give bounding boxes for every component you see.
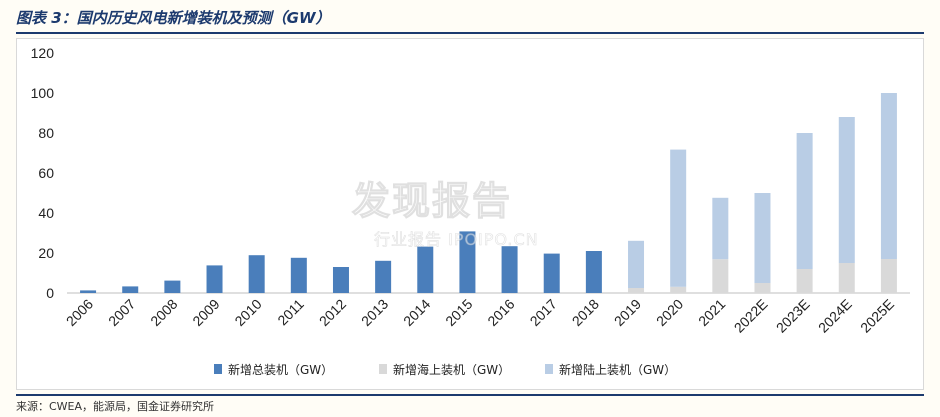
bar-offshore [628, 288, 645, 293]
x-tick-label: 2025E [857, 296, 897, 336]
bar-total [206, 265, 223, 293]
bar-offshore [838, 263, 855, 293]
bar-total [122, 286, 139, 293]
x-tick-label: 2018 [569, 296, 602, 329]
legend-label-onshore: 新增陆上装机（GW） [559, 362, 677, 377]
chart-legend: 新增总装机（GW） 新增海上装机（GW） 新增陆上装机（GW） [17, 357, 923, 381]
bar-total [585, 251, 602, 293]
bar-total [501, 246, 518, 293]
title-divider [16, 32, 924, 34]
y-tick-label: 120 [31, 45, 55, 61]
x-tick-label: 2011 [274, 296, 307, 329]
bar-total [459, 231, 476, 293]
bar-total [543, 253, 560, 293]
x-tick-label: 2016 [484, 296, 517, 329]
x-tick-label: 2014 [400, 296, 433, 329]
x-tick-label: 2017 [527, 296, 560, 329]
x-tick-label: 2013 [358, 296, 391, 329]
bar-onshore [796, 133, 813, 269]
x-tick-label: 2020 [653, 296, 686, 329]
bar-offshore [670, 286, 687, 293]
bar-onshore [880, 93, 897, 259]
x-tick-label: 2022E [731, 296, 771, 336]
legend-swatch-onshore [545, 364, 553, 374]
x-tick-label: 2012 [316, 296, 349, 329]
bar-total [80, 290, 97, 293]
bar-onshore [838, 117, 855, 263]
bar-onshore [670, 149, 687, 287]
bar-offshore [796, 269, 813, 293]
bar-total [248, 255, 265, 293]
bar-total [375, 260, 392, 293]
x-tick-label: 2024E [815, 296, 855, 336]
legend-item-offshore: 新增海上装机（GW） [379, 361, 510, 377]
source-note: 来源：CWEA，能源局，国金证券研究所 [16, 400, 215, 413]
y-tick-label: 40 [38, 205, 54, 221]
bar-total [164, 280, 181, 293]
x-tick-label: 2021 [695, 296, 728, 329]
y-tick-label: 20 [38, 245, 54, 261]
bar-total [290, 257, 307, 293]
bar-onshore [628, 240, 645, 288]
x-tick-label: 2009 [189, 296, 222, 329]
legend-item-onshore: 新增陆上装机（GW） [545, 361, 676, 377]
bar-chart: 0 20 40 60 80 100 120 2006 2007 2008 2009 2010 2011 2… [31, 45, 910, 336]
x-tick-label: 2015 [442, 296, 475, 329]
bar-total [417, 246, 434, 293]
bar-offshore [880, 259, 897, 293]
chart-frame: 0 20 40 60 80 100 120 2006 2007 2008 2009 2010 2011 2… [16, 38, 924, 390]
x-tick-label: 2007 [105, 296, 138, 329]
legend-label-total: 新增总装机（GW） [228, 362, 334, 377]
legend-item-total: 新增总装机（GW） [214, 361, 333, 377]
legend-swatch-total [214, 364, 222, 374]
x-tick-label: 2019 [611, 296, 644, 329]
bar-offshore [754, 283, 771, 293]
x-tick-label: 2006 [63, 296, 96, 329]
x-tick-label: 2008 [147, 296, 180, 329]
y-tick-label: 60 [38, 165, 54, 181]
title-bar: 图表 3：国内历史风电新增装机及预测（GW） [0, 0, 940, 34]
legend-label-offshore: 新增海上装机（GW） [393, 362, 511, 377]
bar-offshore [712, 259, 729, 293]
footer-divider [16, 394, 924, 396]
y-tick-label: 80 [38, 125, 54, 141]
x-tick-label: 2023E [773, 296, 813, 336]
bar-total [332, 267, 349, 293]
legend-swatch-offshore [379, 364, 387, 374]
y-tick-label: 100 [31, 85, 55, 101]
figure-title: 图表 3：国内历史风电新增装机及预测（GW） [16, 9, 331, 27]
bar-onshore [754, 193, 771, 283]
x-tick-label: 2010 [231, 296, 264, 329]
y-tick-label: 0 [46, 285, 54, 301]
bar-onshore [712, 197, 729, 260]
